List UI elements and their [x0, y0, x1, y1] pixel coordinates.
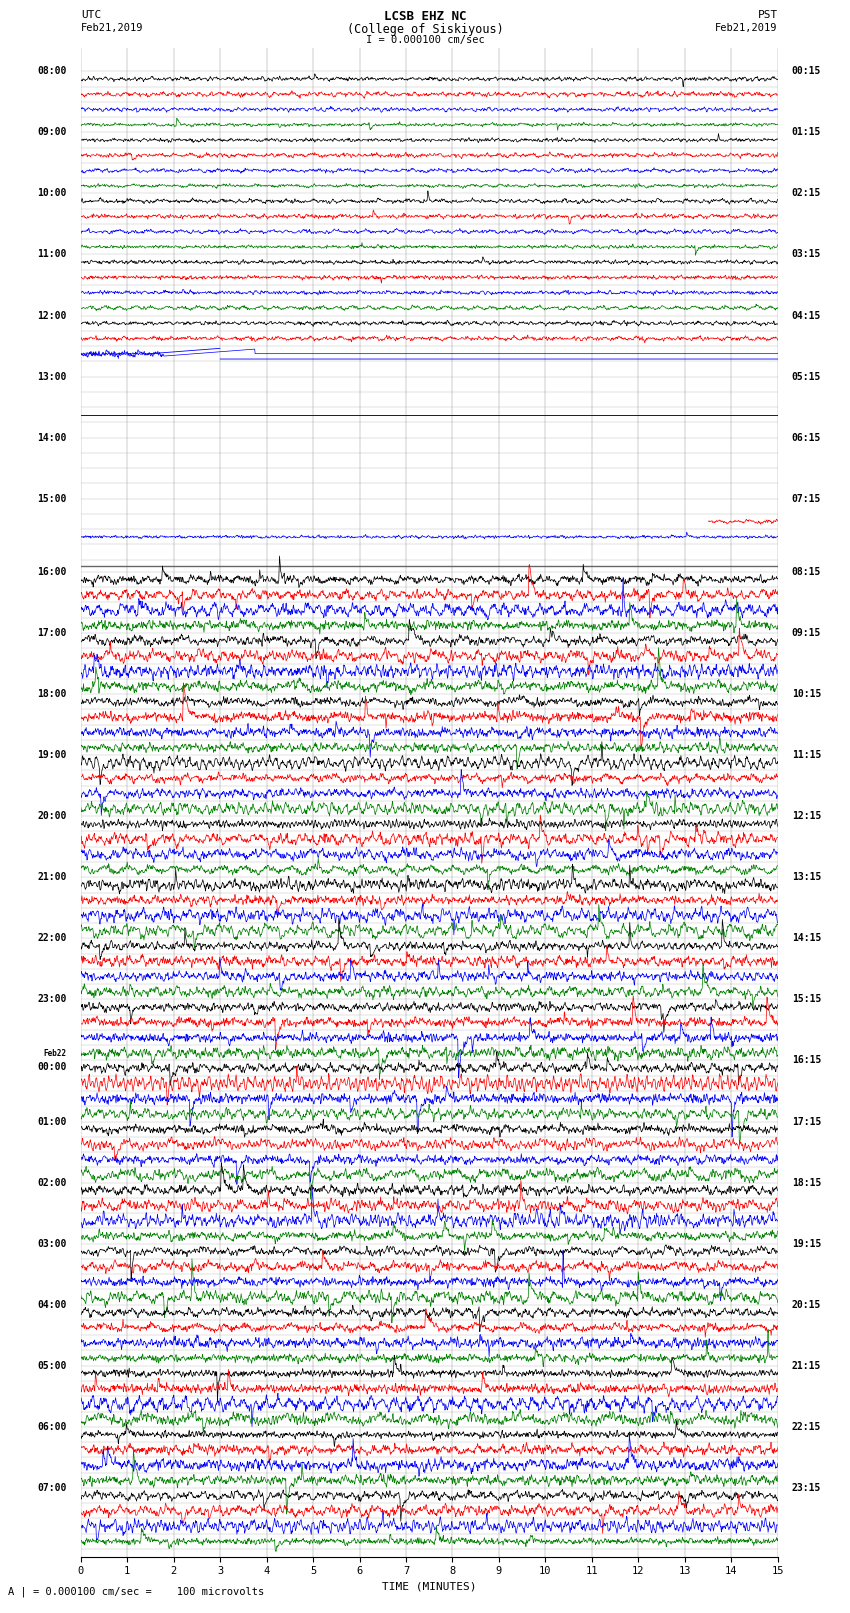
Text: PST: PST	[757, 10, 778, 19]
Text: 17:00: 17:00	[37, 627, 67, 639]
Text: 11:00: 11:00	[37, 250, 67, 260]
Text: 16:15: 16:15	[791, 1055, 821, 1066]
Text: 07:00: 07:00	[37, 1482, 67, 1494]
Text: A | = 0.000100 cm/sec =    100 microvolts: A | = 0.000100 cm/sec = 100 microvolts	[8, 1586, 264, 1597]
X-axis label: TIME (MINUTES): TIME (MINUTES)	[382, 1582, 477, 1592]
Text: 07:15: 07:15	[791, 494, 821, 503]
Text: LCSB EHZ NC: LCSB EHZ NC	[383, 10, 467, 23]
Text: 23:00: 23:00	[37, 994, 67, 1005]
Text: 16:00: 16:00	[37, 568, 67, 577]
Text: UTC: UTC	[81, 10, 101, 19]
Text: 08:15: 08:15	[791, 568, 821, 577]
Text: 05:15: 05:15	[791, 371, 821, 382]
Text: 14:15: 14:15	[791, 934, 821, 944]
Text: 18:00: 18:00	[37, 689, 67, 698]
Text: 19:00: 19:00	[37, 750, 67, 760]
Text: 04:15: 04:15	[791, 311, 821, 321]
Text: 21:15: 21:15	[791, 1361, 821, 1371]
Text: 09:15: 09:15	[791, 627, 821, 639]
Text: 23:15: 23:15	[791, 1482, 821, 1494]
Text: Feb21,2019: Feb21,2019	[715, 23, 778, 32]
Text: 21:00: 21:00	[37, 873, 67, 882]
Text: 22:15: 22:15	[791, 1421, 821, 1432]
Text: 03:15: 03:15	[791, 250, 821, 260]
Text: 15:00: 15:00	[37, 494, 67, 503]
Text: 05:00: 05:00	[37, 1361, 67, 1371]
Text: 15:15: 15:15	[791, 994, 821, 1005]
Text: 19:15: 19:15	[791, 1239, 821, 1248]
Text: 01:15: 01:15	[791, 127, 821, 137]
Text: 03:00: 03:00	[37, 1239, 67, 1248]
Text: 14:00: 14:00	[37, 432, 67, 442]
Text: 11:15: 11:15	[791, 750, 821, 760]
Text: 02:00: 02:00	[37, 1177, 67, 1187]
Text: I = 0.000100 cm/sec: I = 0.000100 cm/sec	[366, 35, 484, 45]
Text: 10:15: 10:15	[791, 689, 821, 698]
Text: 02:15: 02:15	[791, 189, 821, 198]
Text: 01:00: 01:00	[37, 1116, 67, 1126]
Text: 00:15: 00:15	[791, 66, 821, 76]
Text: 20:00: 20:00	[37, 811, 67, 821]
Text: 20:15: 20:15	[791, 1300, 821, 1310]
Text: 13:00: 13:00	[37, 371, 67, 382]
Text: 08:00: 08:00	[37, 66, 67, 76]
Text: 12:00: 12:00	[37, 311, 67, 321]
Text: 00:00: 00:00	[37, 1061, 67, 1073]
Text: (College of Siskiyous): (College of Siskiyous)	[347, 23, 503, 35]
Text: 17:15: 17:15	[791, 1116, 821, 1126]
Text: 13:15: 13:15	[791, 873, 821, 882]
Text: 18:15: 18:15	[791, 1177, 821, 1187]
Text: 09:00: 09:00	[37, 127, 67, 137]
Text: 22:00: 22:00	[37, 934, 67, 944]
Text: 04:00: 04:00	[37, 1300, 67, 1310]
Text: 10:00: 10:00	[37, 189, 67, 198]
Text: 06:15: 06:15	[791, 432, 821, 442]
Text: 12:15: 12:15	[791, 811, 821, 821]
Text: Feb22: Feb22	[43, 1048, 67, 1058]
Text: 06:00: 06:00	[37, 1421, 67, 1432]
Text: Feb21,2019: Feb21,2019	[81, 23, 144, 32]
